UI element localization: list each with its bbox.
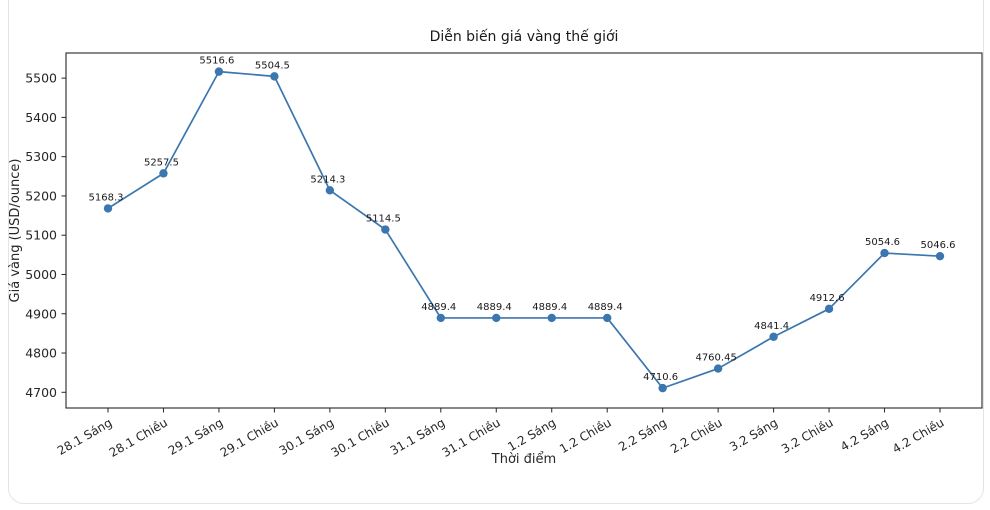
data-point-label: 4889.4 bbox=[421, 302, 456, 313]
data-point-label: 4889.4 bbox=[588, 302, 623, 313]
y-tick-label: 5400 bbox=[25, 110, 57, 125]
data-point bbox=[214, 67, 224, 76]
data-point bbox=[935, 251, 945, 261]
data-point bbox=[270, 72, 279, 81]
data-point bbox=[603, 313, 612, 323]
data-point-label: 4912.6 bbox=[810, 293, 845, 304]
x-tick-label: 2.2 Chiều bbox=[668, 415, 725, 456]
data-point-label: 4760.45 bbox=[695, 353, 736, 364]
y-tick-label: 5200 bbox=[25, 188, 57, 203]
data-point-label: 5516.6 bbox=[199, 56, 234, 67]
data-point-label: 5114.5 bbox=[366, 214, 401, 225]
data-point bbox=[436, 313, 445, 323]
x-tick-label: 3.2 Chiều bbox=[779, 415, 836, 456]
data-point bbox=[103, 204, 113, 213]
data-point bbox=[492, 313, 501, 323]
y-tick-label: 4900 bbox=[25, 306, 57, 321]
chart-title: Diễn biến giá vàng thế giới bbox=[430, 28, 619, 45]
y-axis-label: Giá vàng (USD/ounce) bbox=[8, 159, 23, 303]
data-point bbox=[547, 313, 556, 323]
data-point-label: 4710.6 bbox=[643, 372, 678, 383]
price-line bbox=[107, 70, 941, 389]
data-point bbox=[880, 248, 889, 258]
data-point-label: 5168.3 bbox=[89, 192, 124, 203]
data-point-label: 5504.5 bbox=[255, 60, 290, 71]
x-tick-label: 3.2 Sáng bbox=[727, 415, 780, 454]
x-tick-label: 28.1 Chiều bbox=[107, 415, 170, 460]
data-point-label: 4889.4 bbox=[532, 302, 567, 313]
x-tick-label: 4.2 Chiều bbox=[890, 415, 947, 456]
y-tick-label: 4800 bbox=[25, 346, 57, 361]
x-axis-label: Thời điểm bbox=[491, 452, 556, 467]
x-tick-label: 29.1 Sáng bbox=[166, 415, 226, 457]
plot-border bbox=[65, 52, 983, 409]
data-point bbox=[159, 169, 168, 178]
data-point-label: 4889.4 bbox=[477, 302, 512, 313]
chart-card bbox=[8, 0, 984, 504]
x-tick-label: 4.2 Sáng bbox=[838, 415, 891, 454]
data-point-label: 4841.4 bbox=[754, 321, 789, 332]
data-point-label: 5214.3 bbox=[310, 174, 345, 185]
data-point bbox=[658, 383, 667, 393]
x-tick-label: 30.1 Sáng bbox=[277, 415, 337, 457]
data-point bbox=[381, 225, 390, 234]
x-tick-label: 1.2 Chiều bbox=[557, 415, 614, 456]
data-point bbox=[769, 332, 778, 341]
data-point bbox=[824, 304, 834, 314]
y-tick-label: 5000 bbox=[25, 267, 57, 282]
y-tick-label: 5300 bbox=[25, 149, 57, 164]
data-point bbox=[713, 364, 723, 373]
data-point-label: 5054.6 bbox=[865, 237, 900, 248]
x-tick-label: 29.1 Chiều bbox=[218, 415, 281, 460]
data-point-label: 5046.6 bbox=[921, 240, 956, 251]
x-tick-label: 28.1 Sáng bbox=[55, 415, 115, 457]
x-tick-label: 30.1 Chiều bbox=[329, 415, 392, 460]
data-point-label: 5257.5 bbox=[144, 157, 179, 168]
y-tick-label: 4700 bbox=[25, 385, 57, 400]
data-point bbox=[325, 186, 335, 195]
x-tick-label: 2.2 Sáng bbox=[616, 415, 669, 454]
y-tick-label: 5500 bbox=[25, 71, 57, 86]
x-tick-label: 31.1 Sáng bbox=[388, 415, 448, 457]
x-tick-label: 1.2 Sáng bbox=[505, 415, 558, 454]
y-tick-label: 5100 bbox=[25, 228, 57, 243]
